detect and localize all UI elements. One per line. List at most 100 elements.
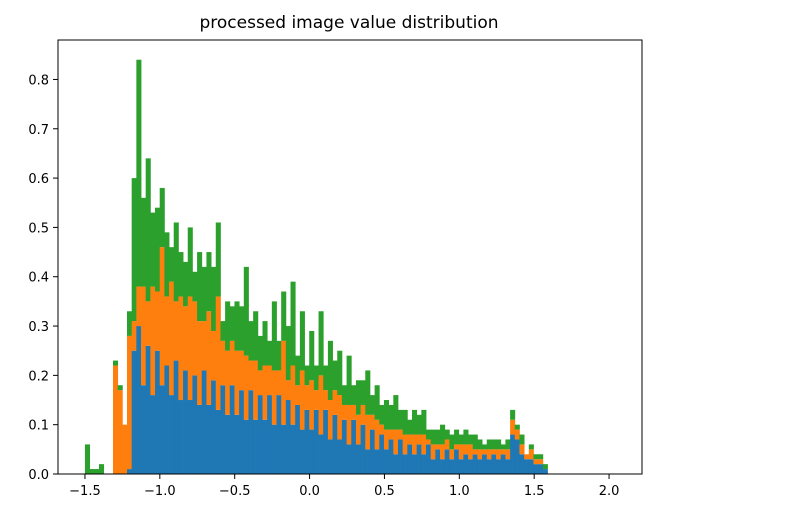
bar-series-2-bin-73 (426, 429, 432, 440)
bar-series-1-bin-35 (248, 360, 254, 391)
y-tick-label: 0.6 (28, 172, 49, 187)
bar-series-0-bin-54 (337, 439, 343, 474)
bar-series-0-bin-86 (486, 459, 492, 474)
bar-series-1-bin-56 (346, 404, 352, 445)
bar-series-2-bin-92 (514, 424, 520, 430)
x-tick-label: 2.0 (599, 484, 620, 499)
bar-series-0-bin-24 (197, 404, 203, 474)
bar-series-0-bin-90 (505, 459, 511, 474)
bar-series-0-bin-96 (533, 464, 539, 474)
bar-series-2-bin-48 (309, 330, 315, 381)
bar-series-1-bin-69 (407, 434, 413, 445)
bar-series-2-bin-44 (290, 281, 296, 366)
x-axis: −1.5 −1.0 −0.5 0.0 0.5 1.0 1.5 2.0 (69, 474, 619, 499)
bar-series-1-bin-86 (486, 449, 492, 460)
bar-series-2-bin-28 (215, 222, 221, 297)
bar-series-2-bin-37 (257, 335, 263, 371)
bar-series-2-bin-97 (538, 454, 544, 460)
bar-series-1-bin-85 (482, 449, 488, 455)
bar-series-1-bin-23 (192, 301, 198, 376)
bar-series-1-bin-24 (197, 321, 203, 405)
bar-series-2-bin-75 (435, 429, 441, 445)
bar-series-1-bin-67 (397, 429, 404, 440)
chart-title: processed image value distribution (199, 13, 498, 33)
x-tick-label: 1.5 (524, 484, 545, 499)
bar-series-2-bin-2 (94, 469, 100, 474)
bar-series-2-bin-77 (444, 429, 450, 440)
bar-series-2-bin-61 (369, 395, 376, 415)
bar-series-1-bin-50 (318, 375, 324, 435)
bar-series-0-bin-59 (360, 424, 366, 474)
bar-series-2-bin-31 (229, 306, 235, 341)
bar-series-1-bin-22 (187, 296, 193, 401)
bar-series-1-bin-94 (524, 454, 530, 460)
y-tick-label: 0.8 (28, 73, 49, 88)
bar-series-1-bin-17 (164, 296, 170, 366)
bar-series-1-bin-30 (225, 350, 231, 415)
bar-series-1-bin-97 (538, 459, 544, 465)
bar-series-1-bin-10 (131, 321, 137, 351)
bar-series-0-bin-22 (187, 400, 193, 474)
bar-series-1-bin-46 (299, 370, 305, 430)
y-tick-label: 0.1 (28, 419, 49, 434)
bar-series-2-bin-26 (206, 252, 212, 312)
bar-series-2-bin-18 (169, 247, 175, 282)
bar-series-0-bin-17 (164, 365, 170, 474)
bar-series-2-bin-10 (131, 178, 137, 322)
bar-series-1-bin-19 (173, 301, 179, 361)
bar-series-2-bin-93 (519, 434, 525, 445)
bar-series-2-bin-82 (468, 434, 474, 445)
bar-series-1-bin-29 (220, 340, 226, 386)
bar-series-0-bin-29 (220, 385, 226, 474)
bar-series-0-bin-95 (528, 459, 534, 474)
bar-series-2-bin-6 (112, 360, 119, 366)
bar-series-2-bin-49 (313, 365, 319, 391)
bar-series-2-bin-59 (360, 380, 366, 405)
bar-series-2-bin-91 (510, 409, 516, 420)
bar-series-0-bin-37 (257, 395, 263, 474)
bar-series-1-bin-25 (201, 321, 207, 371)
bar-series-0-bin-43 (285, 400, 291, 474)
bar-series-0-bin-89 (500, 454, 506, 474)
bar-series-0-bin-79 (454, 449, 460, 474)
y-tick-label: 0.2 (28, 369, 49, 384)
bar-series-1-bin-38 (262, 365, 268, 420)
bar-series-1-bin-91 (510, 419, 516, 435)
bar-series-1-bin-95 (528, 449, 534, 460)
bar-series-1-bin-96 (533, 459, 539, 465)
bar-series-2-bin-35 (248, 321, 254, 361)
bar-series-1-bin-88 (496, 449, 502, 460)
bar-series-0-bin-73 (426, 444, 432, 474)
bar-series-2-bin-57 (351, 385, 357, 405)
bar-series-0-bin-64 (383, 449, 390, 474)
bar-series-1-bin-13 (145, 301, 151, 346)
bar-series-2-bin-71 (416, 414, 422, 435)
bar-series-0-bin-78 (449, 459, 455, 474)
bar-series-2-bin-7 (117, 385, 123, 391)
bar-series-2-bin-33 (239, 306, 245, 351)
bar-series-2-bin-36 (253, 311, 259, 361)
bar-series-0-bin-10 (131, 350, 137, 474)
bar-series-2-bin-70 (411, 409, 418, 435)
bar-series-2-bin-19 (173, 222, 179, 302)
bar-series-2-bin-43 (285, 326, 291, 381)
bar-series-1-bin-7 (117, 390, 123, 474)
bar-series-0-bin-44 (290, 424, 296, 474)
bar-series-1-bin-31 (229, 340, 235, 386)
bar-series-0-bin-84 (477, 459, 483, 474)
bar-series-0-bin-68 (402, 454, 408, 474)
bar-series-0-bin-75 (435, 449, 441, 474)
bar-series-1-bin-61 (369, 414, 376, 430)
bar-series-2-bin-38 (262, 321, 268, 366)
bar-series-1-bin-79 (454, 444, 460, 450)
bar-series-1-bin-20 (178, 296, 184, 401)
x-tick-label: 1.0 (449, 484, 470, 499)
bar-series-2-bin-23 (192, 271, 198, 302)
bar-series-0-bin-18 (169, 395, 175, 474)
bar-series-0-bin-32 (234, 414, 240, 474)
bar-series-2-bin-63 (379, 404, 385, 425)
bar-series-0-bin-48 (309, 429, 315, 474)
bar-series-1-bin-16 (159, 247, 165, 386)
bar-series-2-bin-13 (145, 158, 151, 302)
